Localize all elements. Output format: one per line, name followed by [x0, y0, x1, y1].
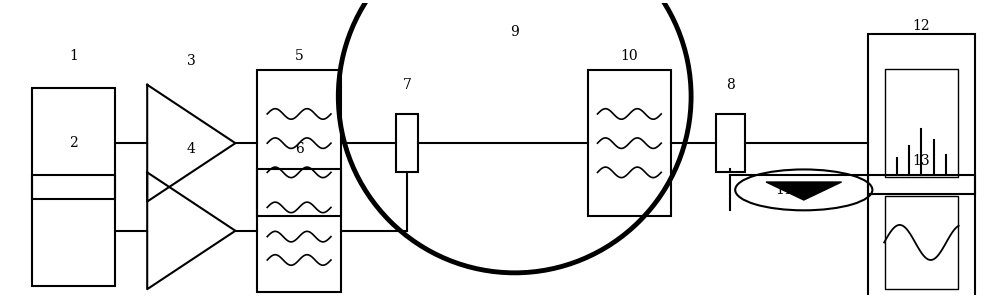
Text: 13: 13 — [913, 154, 930, 168]
Text: 1: 1 — [69, 49, 78, 63]
Bar — [32, 88, 115, 199]
Text: 6: 6 — [295, 142, 303, 156]
Text: 8: 8 — [726, 78, 735, 92]
Polygon shape — [766, 182, 842, 200]
Bar — [716, 114, 745, 172]
Text: 2: 2 — [69, 136, 78, 150]
Text: 12: 12 — [913, 19, 930, 33]
Bar — [885, 196, 958, 289]
Bar — [868, 34, 975, 194]
Text: 9: 9 — [510, 25, 519, 39]
Text: 7: 7 — [402, 78, 411, 92]
Text: 5: 5 — [295, 49, 303, 63]
Bar — [588, 70, 671, 216]
Text: 11: 11 — [775, 183, 793, 197]
Bar — [885, 69, 958, 177]
Text: 3: 3 — [187, 55, 196, 68]
Bar — [257, 70, 341, 216]
Bar — [396, 114, 418, 172]
Bar — [32, 175, 115, 286]
Text: 10: 10 — [621, 49, 638, 63]
Text: 4: 4 — [187, 142, 196, 156]
Bar — [868, 175, 975, 298]
Bar — [257, 170, 341, 292]
